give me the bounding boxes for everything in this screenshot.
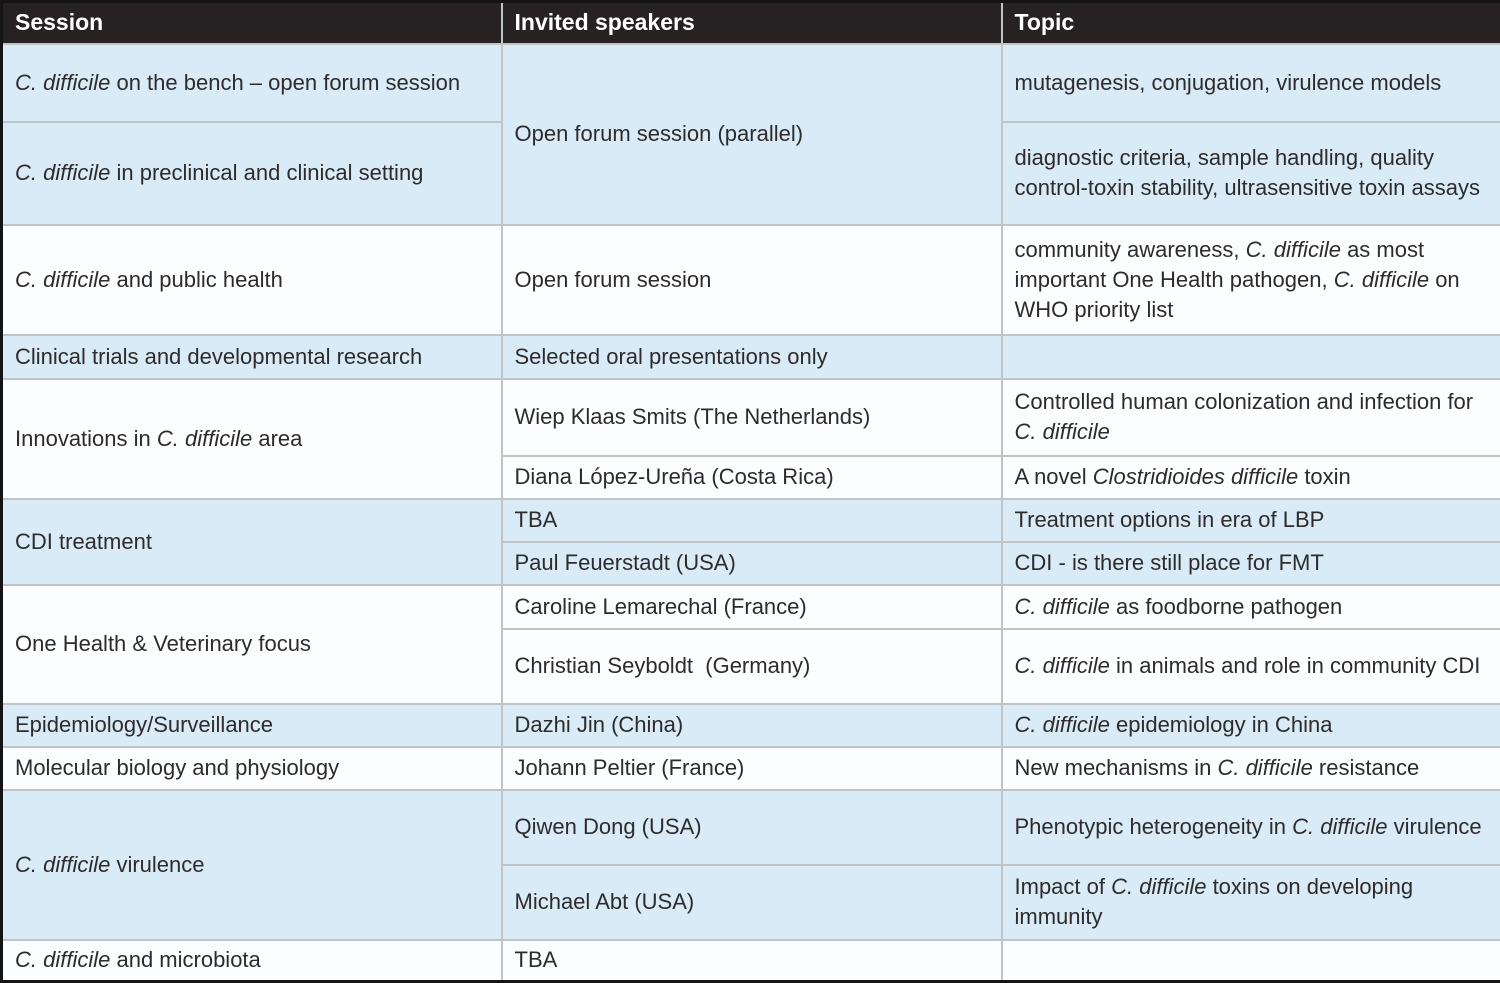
column-header-speakers: Invited speakers <box>502 2 1002 44</box>
column-header-topic: Topic <box>1002 2 1500 44</box>
table-row: C. difficile on the bench – open forum s… <box>2 44 1500 122</box>
topic-cell: community awareness, C. difficile as mos… <box>1002 225 1500 335</box>
speaker-cell: Christian Seyboldt (Germany) <box>502 629 1002 704</box>
session-cell: CDI treatment <box>2 499 502 585</box>
topic-cell: diagnostic criteria, sample handling, qu… <box>1002 122 1500 225</box>
session-cell: C. difficile virulence <box>2 790 502 940</box>
speaker-cell: Selected oral presentations only <box>502 335 1002 379</box>
speaker-cell: Caroline Lemarechal (France) <box>502 585 1002 629</box>
session-cell: C. difficile and microbiota <box>2 940 502 982</box>
topic-cell-empty <box>1002 335 1500 379</box>
speaker-cell: Qiwen Dong (USA) <box>502 790 1002 865</box>
table-row: Molecular biology and physiology Johann … <box>2 747 1500 790</box>
speaker-cell: Open forum session (parallel) <box>502 44 1002 225</box>
topic-cell-empty <box>1002 940 1500 982</box>
speaker-cell: Diana López-Ureña (Costa Rica) <box>502 456 1002 499</box>
topic-cell: CDI - is there still place for FMT <box>1002 542 1500 585</box>
table-row: C. difficile virulence Qiwen Dong (USA) … <box>2 790 1500 865</box>
topic-cell: C. difficile epidemiology in China <box>1002 704 1500 747</box>
speaker-cell: TBA <box>502 940 1002 982</box>
table-row: C. difficile and public health Open foru… <box>2 225 1500 335</box>
speaker-cell: Paul Feuerstadt (USA) <box>502 542 1002 585</box>
table-row: Epidemiology/Surveillance Dazhi Jin (Chi… <box>2 704 1500 747</box>
topic-cell: Treatment options in era of LBP <box>1002 499 1500 542</box>
session-cell: Epidemiology/Surveillance <box>2 704 502 747</box>
table-row: Clinical trials and developmental resear… <box>2 335 1500 379</box>
session-cell: Clinical trials and developmental resear… <box>2 335 502 379</box>
session-cell: One Health & Veterinary focus <box>2 585 502 704</box>
topic-cell: Phenotypic heterogeneity in C. difficile… <box>1002 790 1500 865</box>
column-header-session: Session <box>2 2 502 44</box>
speaker-cell: TBA <box>502 499 1002 542</box>
speaker-cell: Dazhi Jin (China) <box>502 704 1002 747</box>
table-row: CDI treatment TBA Treatment options in e… <box>2 499 1500 542</box>
table-row: One Health & Veterinary focus Caroline L… <box>2 585 1500 629</box>
topic-cell: mutagenesis, conjugation, virulence mode… <box>1002 44 1500 122</box>
table-row: Innovations in C. difficile area Wiep Kl… <box>2 379 1500 456</box>
topic-cell: Impact of C. difficile toxins on develop… <box>1002 865 1500 940</box>
session-cell: Molecular biology and physiology <box>2 747 502 790</box>
session-cell: C. difficile and public health <box>2 225 502 335</box>
table-row: C. difficile and microbiota TBA <box>2 940 1500 982</box>
session-cell: C. difficile on the bench – open forum s… <box>2 44 502 122</box>
speaker-cell: Michael Abt (USA) <box>502 865 1002 940</box>
session-cell: Innovations in C. difficile area <box>2 379 502 499</box>
header-row: Session Invited speakers Topic <box>2 2 1500 44</box>
speaker-cell: Wiep Klaas Smits (The Netherlands) <box>502 379 1002 456</box>
topic-cell: Controlled human colonization and infect… <box>1002 379 1500 456</box>
speaker-cell: Johann Peltier (France) <box>502 747 1002 790</box>
topic-cell: C. difficile in animals and role in comm… <box>1002 629 1500 704</box>
topic-cell: A novel Clostridioides difficile toxin <box>1002 456 1500 499</box>
session-cell: C. difficile in preclinical and clinical… <box>2 122 502 225</box>
speaker-cell: Open forum session <box>502 225 1002 335</box>
topic-cell: C. difficile as foodborne pathogen <box>1002 585 1500 629</box>
topic-cell: New mechanisms in C. difficile resistanc… <box>1002 747 1500 790</box>
